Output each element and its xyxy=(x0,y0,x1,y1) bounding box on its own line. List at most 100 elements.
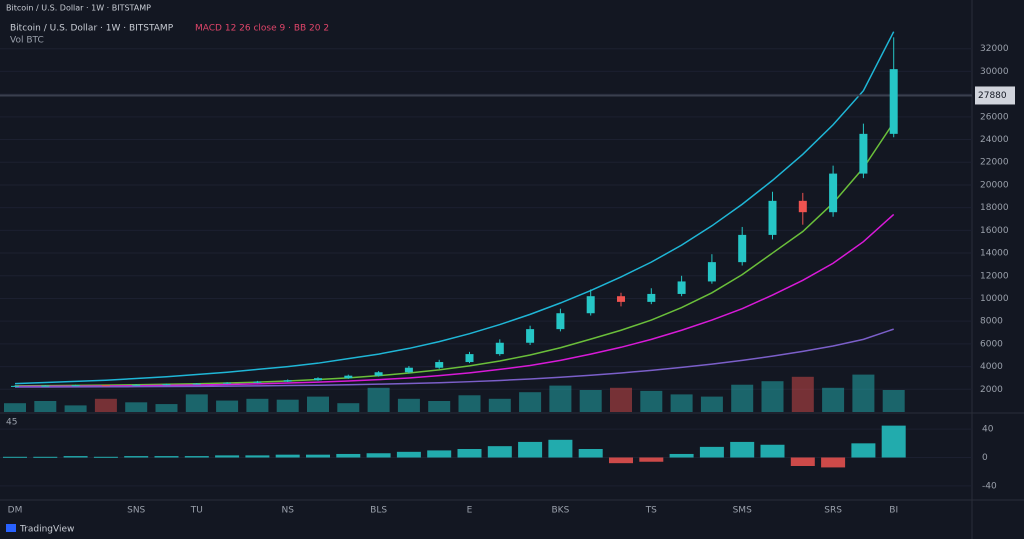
macd-bar xyxy=(245,455,270,458)
macd-bar xyxy=(154,456,179,458)
volume-bar xyxy=(761,381,784,412)
volume-bar xyxy=(307,396,329,412)
indicator-legend: MACD 12 26 close 9 · BB 20 2 xyxy=(195,24,329,34)
macd-bar xyxy=(336,453,361,458)
candle-body xyxy=(11,385,19,387)
price-tag xyxy=(975,86,1015,105)
volume-bar xyxy=(367,387,390,412)
macd-bar xyxy=(184,456,209,458)
candle-body xyxy=(162,384,171,386)
volume-bar xyxy=(640,390,663,412)
macd-bar xyxy=(518,441,543,458)
macd-bar xyxy=(881,425,906,458)
macd-bar xyxy=(821,457,846,468)
volume-bar xyxy=(428,401,451,412)
candle-body xyxy=(283,380,292,382)
candle-body xyxy=(132,384,141,386)
candle-body xyxy=(556,313,565,330)
macd-bar xyxy=(306,454,330,458)
y-tick-label: 30000 xyxy=(980,67,1009,77)
macd-tick-label: 40 xyxy=(982,425,994,435)
macd-bar xyxy=(487,446,512,458)
volume-bar xyxy=(216,400,239,412)
candle-body xyxy=(71,385,80,387)
macd-bar xyxy=(427,450,452,458)
volume-legend: Vol BTC xyxy=(10,36,44,46)
candle-body xyxy=(889,69,898,134)
y-tick-label: 32000 xyxy=(980,44,1009,54)
y-tick-label: 4000 xyxy=(980,362,1003,372)
macd-bar xyxy=(851,443,876,458)
macd-bar xyxy=(124,456,149,458)
volume-bar xyxy=(670,394,693,412)
volume-bar xyxy=(64,405,87,412)
candle-body xyxy=(374,372,383,376)
y-tick-label: 18000 xyxy=(980,203,1009,213)
macd-bar xyxy=(669,453,694,458)
candle-body xyxy=(768,200,777,235)
macd-bar xyxy=(548,439,573,458)
y-tick-label: 24000 xyxy=(980,135,1009,145)
macd-legend: 45 xyxy=(6,418,17,428)
logo xyxy=(6,524,16,532)
volume-bar xyxy=(488,398,511,412)
volume-bar xyxy=(458,395,481,412)
macd-bar xyxy=(366,453,391,458)
candle-body xyxy=(859,133,868,174)
chart-title: Bitcoin / U.S. Dollar · 1W · BITSTAMP xyxy=(6,4,151,13)
macd-bar xyxy=(215,455,240,458)
macd-bar xyxy=(760,444,785,458)
macd-tick-label: 0 xyxy=(982,453,988,463)
candle-body xyxy=(314,378,322,381)
y-tick-label: 26000 xyxy=(980,112,1009,122)
macd-bar xyxy=(275,454,300,458)
macd-bar xyxy=(578,449,603,458)
y-tick-label: 22000 xyxy=(980,158,1009,168)
y-tick-label: 14000 xyxy=(980,249,1009,259)
macd-bar xyxy=(33,456,58,458)
volume-bar xyxy=(4,403,26,412)
candle-body xyxy=(344,375,353,379)
y-tick-label: 10000 xyxy=(980,294,1009,304)
volume-bar xyxy=(700,396,723,412)
y-tick-label: 6000 xyxy=(980,339,1003,349)
volume-bar xyxy=(882,390,905,412)
x-tick-label: E xyxy=(467,506,473,516)
candle-body xyxy=(798,200,807,213)
y-tick-label: 8000 xyxy=(980,317,1003,327)
volume-bar xyxy=(155,404,178,412)
ma-line xyxy=(14,122,895,387)
volume-bar xyxy=(731,384,754,412)
candle-body xyxy=(465,354,474,363)
macd-tick-label: -40 xyxy=(982,481,997,491)
macd-bar xyxy=(457,449,482,458)
x-tick-label: BI xyxy=(889,506,898,516)
macd-bar xyxy=(639,457,664,462)
candle-body xyxy=(435,362,444,368)
x-tick-label: TU xyxy=(190,506,203,516)
volume-bar xyxy=(852,374,875,412)
x-tick-label: SMS xyxy=(733,506,752,516)
macd-bar xyxy=(3,456,27,458)
macd-bar xyxy=(730,441,755,458)
volume-bar xyxy=(94,398,117,412)
macd-bar xyxy=(790,457,815,466)
candle-body xyxy=(586,296,595,314)
macd-bar xyxy=(609,457,633,464)
y-tick-label: 2000 xyxy=(980,385,1003,395)
candle-body xyxy=(41,385,50,387)
candle-body xyxy=(677,281,686,294)
y-tick-label: 20000 xyxy=(980,180,1009,190)
candle-body xyxy=(192,383,201,385)
x-tick-label: BLS xyxy=(370,506,387,516)
candle-body xyxy=(404,367,413,373)
volume-bar xyxy=(246,398,269,412)
macd-bar xyxy=(63,456,88,458)
y-tick-label: 16000 xyxy=(980,226,1009,236)
candle-body xyxy=(526,329,535,343)
volume-bar xyxy=(519,392,542,412)
y-tick-label: 12000 xyxy=(980,271,1009,281)
macd-bar xyxy=(396,451,421,458)
x-tick-label: TS xyxy=(645,506,657,516)
